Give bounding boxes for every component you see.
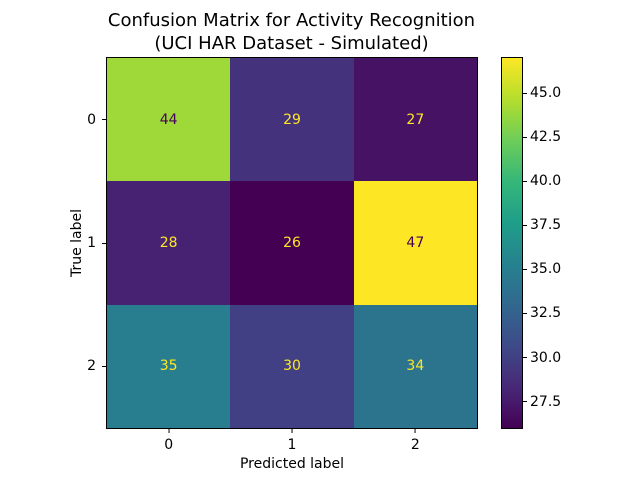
colorbar-tick-32.5: 32.5 [523, 305, 561, 321]
y-axis-ticks: 0 1 2 [0, 58, 106, 428]
cell-value: 44 [159, 111, 178, 128]
chart-title: Confusion Matrix for Activity Recognitio… [0, 9, 583, 55]
tick-label: 27.5 [530, 393, 562, 410]
colorbar [501, 57, 523, 429]
x-tick-0: 0 [164, 429, 173, 453]
matrix-cell-2-0: 35 [107, 304, 231, 428]
tick-mark [523, 180, 527, 182]
y-tick-2: 2 [87, 358, 106, 374]
tick-mark [523, 268, 527, 270]
x-tick-2: 2 [411, 429, 420, 453]
tick-mark [523, 357, 527, 359]
matrix-cell-2-1: 30 [230, 304, 354, 428]
colorbar-tick-30: 30.0 [523, 350, 561, 366]
tick-mark [414, 429, 416, 433]
cell-value: 30 [283, 358, 301, 375]
y-tick-1: 1 [87, 235, 106, 251]
tick-label: 1 [87, 235, 96, 251]
matrix-cell-1-0: 28 [107, 181, 231, 305]
tick-mark [168, 429, 170, 433]
cell-value: 47 [406, 234, 425, 251]
matrix-cell-1-2: 47 [353, 181, 477, 305]
tick-mark [523, 136, 527, 138]
tick-mark [523, 401, 527, 403]
chart-title-line2: (UCI HAR Dataset - Simulated) [154, 33, 429, 54]
tick-label: 2 [87, 358, 96, 375]
tick-mark [291, 429, 293, 433]
tick-label: 32.5 [530, 305, 562, 322]
chart-title-line1: Confusion Matrix for Activity Recognitio… [107, 10, 476, 31]
cell-value: 26 [283, 234, 301, 251]
colorbar-tick-37.5: 37.5 [523, 217, 561, 233]
tick-mark [523, 224, 527, 226]
tick-mark [102, 365, 106, 367]
x-axis-ticks: 0 1 2 [107, 429, 477, 455]
tick-label: 2 [410, 437, 420, 453]
matrix-cell-0-0: 44 [107, 58, 231, 182]
heatmap-grid: 44 29 27 28 26 47 35 30 34 [107, 58, 477, 428]
tick-mark [523, 92, 527, 94]
tick-label: 35.0 [530, 261, 562, 278]
colorbar-tick-27.5: 27.5 [523, 394, 561, 410]
matrix-cell-0-2: 27 [353, 58, 477, 182]
cell-value: 27 [406, 111, 425, 128]
tick-mark [102, 242, 106, 244]
colorbar-ticks: 27.5 30.0 32.5 35.0 37.5 40.0 42.5 45.0 [523, 58, 583, 428]
y-tick-0: 0 [87, 112, 106, 128]
tick-label: 0 [87, 111, 96, 128]
x-tick-1: 1 [287, 429, 297, 453]
tick-label: 42.5 [530, 129, 562, 146]
tick-label: 30.0 [530, 349, 562, 366]
colorbar-tick-35: 35.0 [523, 261, 561, 277]
cell-value: 29 [283, 111, 301, 128]
tick-mark [102, 119, 106, 121]
cell-value: 34 [406, 358, 425, 375]
tick-label: 1 [287, 437, 297, 453]
tick-label: 45.0 [530, 85, 562, 102]
matrix-cell-2-2: 34 [353, 304, 477, 428]
tick-mark [523, 312, 527, 314]
matrix-cell-0-1: 29 [230, 58, 354, 182]
colorbar-tick-42.5: 42.5 [523, 129, 561, 145]
colorbar-tick-40: 40.0 [523, 173, 561, 189]
cell-value: 35 [159, 358, 178, 375]
plot-area: 44 29 27 28 26 47 35 30 34 [106, 57, 478, 429]
x-axis-label: Predicted label [239, 456, 345, 472]
tick-label: 37.5 [530, 217, 562, 234]
colorbar-tick-45: 45.0 [523, 85, 561, 101]
tick-label: 0 [164, 437, 174, 453]
tick-label: 40.0 [530, 173, 562, 190]
cell-value: 28 [159, 234, 178, 251]
matrix-cell-1-1: 26 [230, 181, 354, 305]
